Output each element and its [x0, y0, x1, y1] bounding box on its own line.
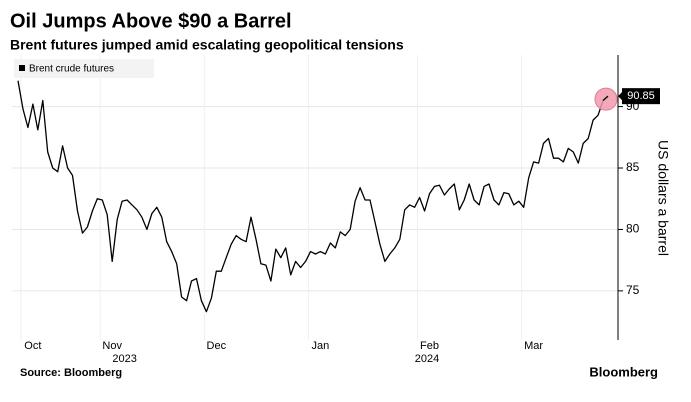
year-label: 2023 [112, 353, 136, 365]
legend-box [14, 59, 154, 78]
x-tick-label: Mar [524, 340, 543, 352]
last-value-box [622, 88, 660, 105]
y-tick-label: 75 [626, 283, 640, 297]
y-tick-label: 80 [626, 222, 640, 236]
brand: Bloomberg [589, 364, 658, 379]
x-tick-label: Feb [420, 340, 439, 352]
source: Source: Bloomberg [20, 367, 122, 379]
legend-label: Brent crude futures [29, 64, 114, 75]
x-tick-label: Dec [207, 340, 227, 352]
highlight-marker [594, 87, 618, 111]
x-tick-label: Oct [24, 340, 41, 352]
legend-swatch [19, 65, 25, 71]
chart-subtitle: Brent futures jumped amid escalating geo… [10, 37, 404, 53]
y-axis-label: US dollars a barrel [655, 140, 671, 256]
line-tail [602, 95, 609, 101]
last-value-label: 90.85 [627, 90, 655, 102]
year-label: 2024 [415, 353, 439, 365]
x-tick-label: Jan [312, 340, 330, 352]
x-tick-label: Nov [102, 340, 122, 352]
line-series [17, 80, 609, 313]
last-value-pointer [618, 91, 623, 102]
chart-title: Oil Jumps Above $90 a Barrel [10, 10, 292, 32]
y-tick-label: 85 [626, 160, 640, 174]
